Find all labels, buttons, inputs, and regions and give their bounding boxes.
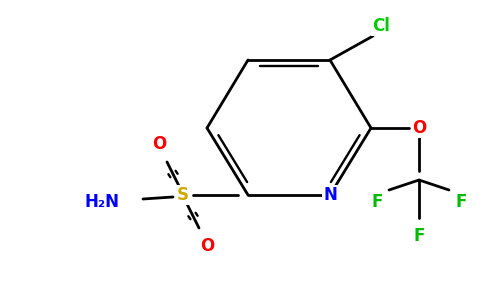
Text: O: O [412, 119, 426, 137]
Text: S: S [177, 186, 189, 204]
Text: F: F [413, 227, 424, 245]
Text: O: O [152, 135, 166, 153]
Text: O: O [200, 237, 214, 255]
Text: F: F [371, 193, 383, 211]
Text: N: N [323, 186, 337, 204]
Text: H₂N: H₂N [85, 193, 120, 211]
Text: F: F [455, 193, 467, 211]
Text: Cl: Cl [372, 17, 390, 35]
